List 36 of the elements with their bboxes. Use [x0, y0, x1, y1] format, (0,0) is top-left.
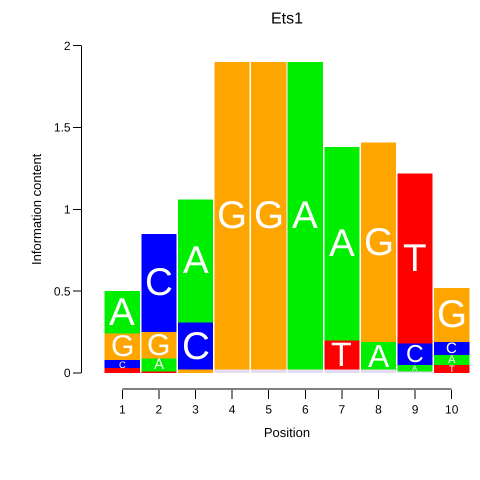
data-label: C: [145, 261, 173, 304]
chart-title: Ets1: [270, 10, 304, 28]
x-tick-label: 4: [228, 402, 236, 416]
bar: [360, 142, 396, 342]
y-tick-label: 1.5: [54, 120, 71, 135]
x-tick-label: 7: [338, 402, 346, 416]
data-label: G: [364, 221, 394, 264]
data-label: T: [403, 237, 427, 280]
data-label: T: [449, 363, 455, 374]
y-tick-label: 0: [64, 366, 71, 380]
data-label: G: [437, 293, 468, 336]
bar: [434, 355, 470, 365]
x-tick-label: 6: [302, 402, 309, 416]
y-axis-title: Information content: [28, 153, 44, 265]
data-label: A: [183, 239, 209, 282]
data-label: A: [368, 338, 390, 374]
data-label: G: [217, 194, 248, 237]
data-label: A: [329, 222, 355, 265]
y-tick-label: 2: [64, 38, 71, 53]
x-tick-label: 1: [118, 402, 126, 416]
x-tick-label: 8: [375, 402, 382, 416]
data-label: A: [412, 364, 418, 373]
x-tick-label: 2: [156, 402, 163, 416]
x-tick-label: 5: [265, 402, 272, 416]
x-tick-label: 10: [445, 402, 459, 416]
y-tick-label: 0.5: [54, 284, 71, 298]
data-label: G: [254, 194, 284, 237]
bar: [398, 173, 433, 344]
data-label: A: [292, 194, 318, 237]
x-tick-label: 3: [192, 402, 200, 416]
x-tick-label: 9: [412, 402, 419, 416]
x-axis-title: Position: [264, 425, 310, 440]
data-label: C: [182, 325, 210, 368]
data-label: A: [448, 354, 456, 366]
y-tick-label: 1: [64, 202, 71, 217]
data-label: T: [331, 336, 352, 374]
